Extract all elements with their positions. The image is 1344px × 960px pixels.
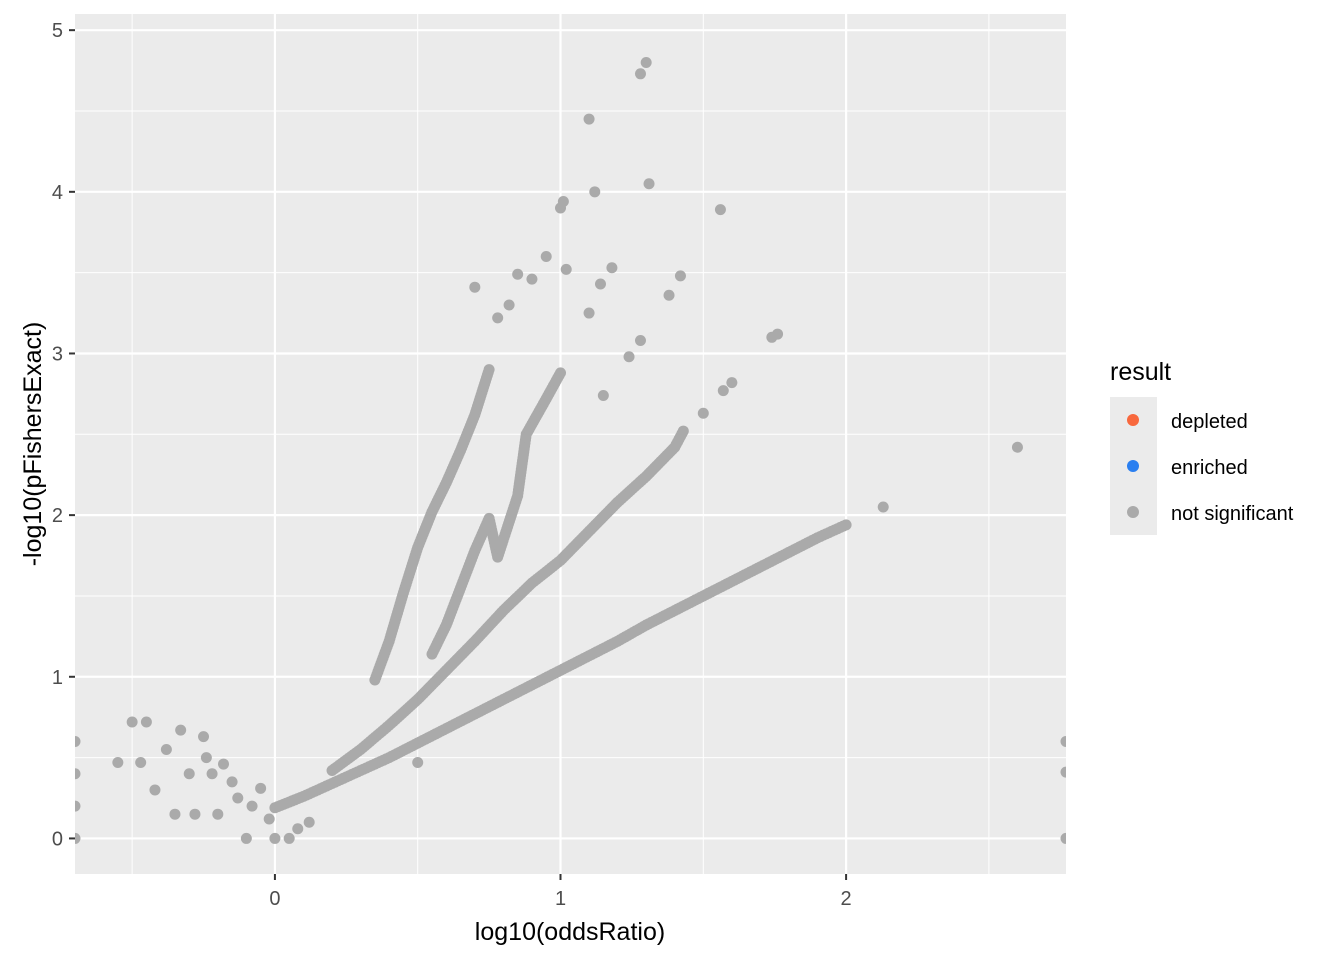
y-tick-label: 4 <box>52 182 63 204</box>
data-point <box>606 262 618 274</box>
data-point <box>206 768 218 780</box>
legend-key-depleted <box>1127 414 1139 426</box>
data-point <box>149 784 161 796</box>
data-point <box>540 250 552 262</box>
data-point <box>255 782 267 794</box>
data-point <box>75 800 81 812</box>
data-point <box>594 278 606 290</box>
data-point <box>269 832 281 844</box>
data-point <box>597 390 609 402</box>
data-point <box>555 367 567 379</box>
data-point <box>492 312 504 324</box>
x-tick-label: 2 <box>841 888 852 910</box>
y-tick-label: 5 <box>52 20 63 42</box>
panel-background <box>75 14 1066 874</box>
data-point <box>232 792 244 804</box>
data-point <box>623 351 635 363</box>
data-point <box>183 768 195 780</box>
data-point <box>697 407 709 419</box>
data-point <box>717 385 729 397</box>
y-tick-label: 3 <box>52 343 63 365</box>
y-tick-label: 2 <box>52 505 63 527</box>
data-point <box>292 823 304 835</box>
data-point <box>263 813 275 825</box>
data-point <box>200 752 212 764</box>
data-point <box>1060 735 1066 747</box>
data-point <box>283 832 295 844</box>
y-tick-label: 0 <box>52 828 63 850</box>
data-point <box>140 716 152 728</box>
data-point <box>643 178 655 190</box>
data-point <box>1060 766 1066 778</box>
x-tick-label: 1 <box>555 888 566 910</box>
data-point <box>126 716 138 728</box>
data-point <box>714 204 726 216</box>
legend-title: result <box>1110 358 1171 386</box>
y-tick-label: 1 <box>52 667 63 689</box>
data-point <box>674 270 686 282</box>
data-point <box>218 758 230 770</box>
legend-key-not-significant <box>1127 506 1139 518</box>
legend-label: depleted <box>1171 411 1248 433</box>
data-point <box>75 768 81 780</box>
data-point <box>198 731 210 743</box>
data-point <box>583 113 595 125</box>
data-point <box>512 268 524 280</box>
data-point <box>135 756 147 768</box>
data-point <box>640 56 652 68</box>
legend-label: not significant <box>1171 503 1294 525</box>
data-point <box>1060 832 1066 844</box>
data-point <box>240 832 252 844</box>
data-point <box>75 832 81 844</box>
data-point <box>877 501 889 513</box>
data-point <box>526 273 538 285</box>
data-point <box>175 724 187 736</box>
data-point <box>557 196 569 208</box>
x-axis-title: log10(oddsRatio) <box>475 918 665 946</box>
data-point <box>212 808 224 820</box>
data-point <box>560 263 572 275</box>
data-point <box>169 808 181 820</box>
data-point <box>840 519 852 531</box>
major-gridlines <box>75 14 1066 874</box>
minor-gridlines <box>75 14 1066 874</box>
legend: result depleted enriched not significant <box>1110 358 1294 535</box>
data-point <box>503 299 515 311</box>
data-point <box>75 735 81 747</box>
data-point <box>772 328 784 340</box>
y-axis-ticks: 0 1 2 3 4 5 <box>52 20 75 850</box>
legend-key-enriched <box>1127 460 1139 472</box>
data-point <box>483 364 495 376</box>
x-axis-ticks: 0 1 2 <box>269 874 852 910</box>
data-point <box>160 744 172 756</box>
y-axis-title: -log10(pFishersExact) <box>19 322 47 567</box>
data-point <box>663 289 675 301</box>
data-point <box>412 756 424 768</box>
data-point <box>112 756 124 768</box>
data-point <box>634 68 646 80</box>
data-point <box>469 281 481 293</box>
data-point <box>1011 441 1023 453</box>
data-point <box>589 186 601 198</box>
data-point <box>246 800 258 812</box>
data-point <box>189 808 201 820</box>
legend-label: enriched <box>1171 457 1248 479</box>
data-point <box>726 377 738 389</box>
data-point <box>677 425 689 437</box>
data-point <box>634 335 646 347</box>
data-points <box>75 56 1066 844</box>
data-point <box>583 307 595 319</box>
x-tick-label: 0 <box>269 888 280 910</box>
data-point <box>303 816 315 828</box>
data-point <box>226 776 238 788</box>
